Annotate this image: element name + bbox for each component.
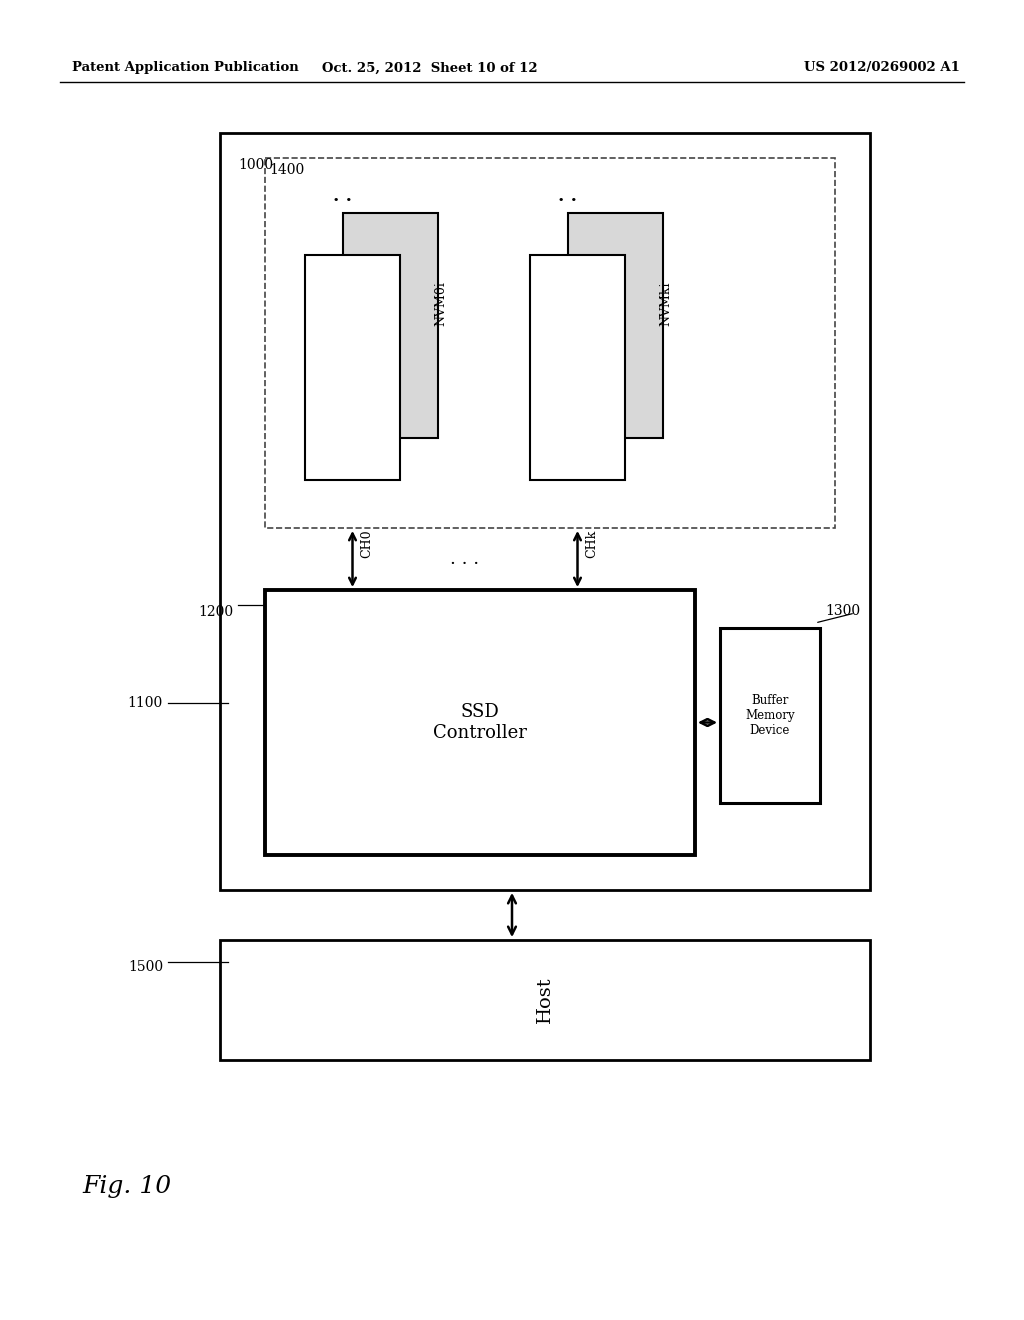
Text: . . .: . . . xyxy=(451,550,479,568)
Text: 1200: 1200 xyxy=(198,605,233,619)
Bar xyxy=(720,628,820,803)
Bar xyxy=(265,590,695,855)
Text: 1100: 1100 xyxy=(128,696,163,710)
Text: NVM00: NVM00 xyxy=(346,343,359,392)
Bar xyxy=(265,158,835,528)
Text: NVMki: NVMki xyxy=(659,281,673,326)
Text: CHk: CHk xyxy=(586,529,598,558)
Text: 1500: 1500 xyxy=(128,960,163,974)
Text: Buffer
Memory
Device: Buffer Memory Device xyxy=(745,694,795,737)
Text: Fig. 10: Fig. 10 xyxy=(82,1175,171,1199)
Text: . .: . . xyxy=(558,187,577,205)
Text: NVMk0: NVMk0 xyxy=(571,343,584,392)
Text: NVM0i: NVM0i xyxy=(434,281,447,326)
Bar xyxy=(530,255,625,480)
Bar xyxy=(568,213,663,438)
Bar xyxy=(343,213,438,438)
Text: Oct. 25, 2012  Sheet 10 of 12: Oct. 25, 2012 Sheet 10 of 12 xyxy=(323,62,538,74)
Text: SSD
Controller: SSD Controller xyxy=(433,704,527,742)
Bar xyxy=(220,940,870,1060)
Text: US 2012/0269002 A1: US 2012/0269002 A1 xyxy=(804,62,961,74)
Text: 1300: 1300 xyxy=(825,605,860,618)
Text: 1400: 1400 xyxy=(269,162,304,177)
Text: Patent Application Publication: Patent Application Publication xyxy=(72,62,299,74)
Text: 1000: 1000 xyxy=(238,158,273,172)
Bar xyxy=(305,255,400,480)
Text: . .: . . xyxy=(333,187,352,205)
Text: Host: Host xyxy=(536,977,554,1023)
Text: CH0: CH0 xyxy=(360,529,374,558)
Bar xyxy=(220,133,870,890)
